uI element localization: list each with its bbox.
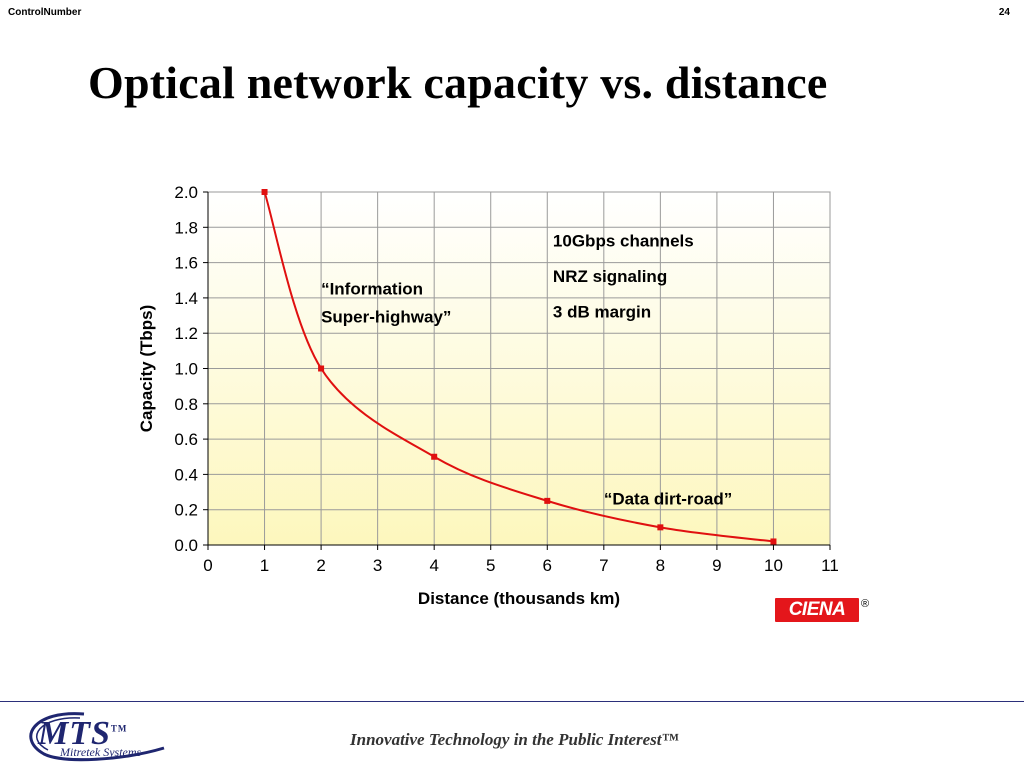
- y-tick-label: 0.2: [174, 501, 198, 520]
- x-tick-label: 2: [316, 556, 325, 575]
- y-tick-label: 0.6: [174, 430, 198, 449]
- data-point: [318, 365, 325, 372]
- ciena-registered-mark: ®: [861, 598, 870, 610]
- data-point: [770, 538, 777, 545]
- x-axis-label: Distance (thousands km): [418, 589, 620, 608]
- y-tick-label: 0.0: [174, 536, 198, 555]
- mts-logo-text: MTSTM: [38, 715, 128, 752]
- chart-annotation: Super-highway”: [321, 308, 451, 327]
- chart-annotation: NRZ signaling: [553, 267, 667, 286]
- footer-tagline: Innovative Technology in the Public Inte…: [350, 730, 679, 749]
- x-tick-label: 1: [260, 556, 269, 575]
- control-number-label: ControlNumber: [8, 7, 82, 18]
- x-tick-label: 3: [373, 556, 382, 575]
- mts-logo-swoosh: [29, 712, 165, 762]
- y-tick-label: 1.6: [174, 254, 198, 273]
- data-point: [431, 453, 438, 460]
- slide-title: Optical network capacity vs. distance: [88, 57, 828, 108]
- page-number: 24: [998, 7, 1010, 18]
- y-tick-label: 1.4: [174, 289, 198, 308]
- y-tick-label: 2.0: [174, 183, 198, 202]
- x-tick-label: 4: [429, 556, 438, 575]
- x-tick-label: 11: [821, 556, 839, 575]
- x-tick-label: 6: [543, 556, 552, 575]
- chart-annotation: “Information: [321, 279, 423, 298]
- y-tick-label: 1.2: [174, 324, 198, 343]
- footer-divider: [0, 701, 1024, 702]
- chart-annotation: 3 dB margin: [553, 302, 651, 321]
- chart-annotation: “Data dirt-road”: [604, 489, 732, 508]
- chart-annotation: 10Gbps channels: [553, 232, 694, 251]
- x-tick-label: 5: [486, 556, 495, 575]
- y-axis-label: Capacity (Tbps): [137, 305, 156, 433]
- x-tick-label: 7: [599, 556, 608, 575]
- x-tick-label: 0: [203, 556, 212, 575]
- y-tick-label: 0.8: [174, 395, 198, 414]
- x-tick-label: 10: [764, 556, 783, 575]
- capacity-distance-chart: 0 1 2 3 4 5 6 7 8 9 10 11 0.0 0.2 0.4 0.6 0.8 1.0 1.2 1.4 1.…: [137, 183, 839, 608]
- x-tick-label: 9: [712, 556, 721, 575]
- data-point: [544, 497, 551, 504]
- ciena-logo: CIENA: [775, 598, 859, 622]
- x-tick-label: 8: [656, 556, 665, 575]
- mts-logo-subtitle: Mitretek Systems: [60, 745, 142, 759]
- data-point: [657, 524, 664, 531]
- data-point: [261, 189, 268, 195]
- y-tick-label: 1.0: [174, 360, 198, 379]
- y-tick-label: 0.4: [174, 465, 198, 484]
- y-tick-label: 1.8: [174, 218, 198, 237]
- ciena-logo-text: CIENA: [788, 599, 846, 620]
